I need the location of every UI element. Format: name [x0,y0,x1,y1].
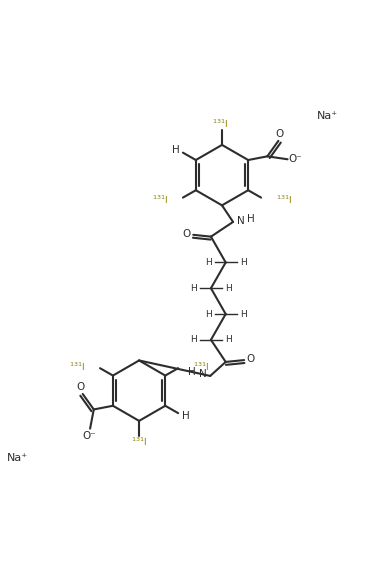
Text: H: H [188,366,196,377]
Text: H: H [225,283,232,293]
Text: $^{131}$I: $^{131}$I [212,118,228,130]
Text: N: N [199,369,206,379]
Text: $^{131}$I: $^{131}$I [193,360,209,373]
Text: O⁻: O⁻ [289,154,303,163]
Text: H: H [240,258,247,267]
Text: O: O [275,129,283,139]
Text: Na⁺: Na⁺ [7,453,28,463]
Text: H: H [205,309,211,319]
Text: $^{131}$I: $^{131}$I [152,193,168,206]
Text: H: H [182,411,189,421]
Text: H: H [240,309,247,319]
Text: O: O [77,382,85,392]
Text: N: N [237,216,245,226]
Text: Na⁺: Na⁺ [316,111,338,121]
Text: H: H [225,335,232,344]
Text: H: H [190,283,197,293]
Text: H: H [247,214,255,224]
Text: O: O [183,229,191,239]
Text: O⁻: O⁻ [82,431,96,441]
Text: $^{131}$I: $^{131}$I [69,360,85,373]
Text: $^{131}$I: $^{131}$I [276,193,292,206]
Text: $^{131}$I: $^{131}$I [131,436,147,449]
Text: H: H [172,145,180,155]
Text: H: H [205,258,211,267]
Text: H: H [190,335,197,344]
Text: O: O [246,354,255,364]
